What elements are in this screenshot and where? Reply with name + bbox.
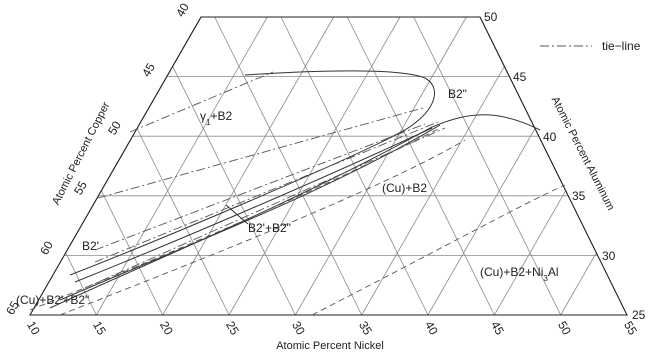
nickel-tick-45: 45 <box>488 319 507 338</box>
grid-line <box>294 16 467 316</box>
aluminum-tick-50: 50 <box>484 10 498 24</box>
copper-tick-45: 45 <box>139 60 158 79</box>
tie-line <box>84 127 446 289</box>
grid-line <box>346 16 495 316</box>
phase-label-b2p-b2pp: B2'+B2" <box>248 221 291 235</box>
aluminum-tick-25: 25 <box>632 308 646 322</box>
copper-tick-55: 55 <box>71 178 90 197</box>
nickel-tick-35: 35 <box>356 319 375 338</box>
nickel-tick-50: 50 <box>555 319 574 338</box>
tie-line-legend-label: tie−line <box>602 39 641 53</box>
right-ticks: 50 45 40 35 30 25 <box>484 10 646 322</box>
tie-line <box>94 123 426 251</box>
dashed-line <box>29 127 441 311</box>
nickel-tick-15: 15 <box>90 319 109 338</box>
grid-line <box>280 16 429 316</box>
aluminum-tick-30: 30 <box>602 249 616 263</box>
tie-line <box>94 121 439 263</box>
phase-label-cu-b2-ni3al: (Cu)+B2+Ni3Al <box>480 265 558 283</box>
nickel-tick-30: 30 <box>289 319 308 338</box>
grid-line <box>427 128 536 316</box>
dashed-boundaries <box>29 127 566 316</box>
dashed-line <box>59 139 466 316</box>
copper-tick-50: 50 <box>105 118 124 137</box>
nickel-axis-title: Atomic Percent Nickel <box>276 340 384 352</box>
nickel-tick-20: 20 <box>157 319 176 338</box>
nickel-tick-10: 10 <box>24 319 43 338</box>
triangle-frame <box>29 16 628 316</box>
phase-label-cu-b2p-b2pp: (Cu)+B2'+B2" <box>16 293 89 307</box>
aluminum-tick-35: 35 <box>572 189 586 203</box>
b2pp-boundary-lower <box>74 127 433 283</box>
grid-line <box>95 16 268 316</box>
phase-label-b2p: B2' <box>82 239 99 253</box>
phase-label-cu-b2: (Cu)+B2 <box>382 181 427 195</box>
phase-boundaries <box>49 70 541 309</box>
nickel-tick-25: 25 <box>223 319 242 338</box>
grid-line <box>65 252 97 316</box>
grid-line <box>172 66 296 316</box>
phase-label-gamma1-b2: γ1+B2 <box>200 109 232 127</box>
b2-boundary-lower <box>59 124 441 301</box>
dashed-line <box>311 184 566 316</box>
tie-lines <box>84 45 592 289</box>
aluminum-tick-45: 45 <box>513 70 527 84</box>
nickel-tick-55: 55 <box>621 319 640 338</box>
b2pp-boundary-upper <box>69 70 435 276</box>
aluminum-tick-40: 40 <box>543 130 557 144</box>
tie-line <box>97 107 424 199</box>
b2p-b2pp-pointer <box>225 204 249 225</box>
grid-line <box>560 252 597 316</box>
phase-label-b2pp: B2" <box>448 87 467 101</box>
copper-tick-60: 60 <box>37 238 56 257</box>
bottom-ticks: 10 15 20 25 30 35 40 45 50 55 <box>24 319 640 338</box>
copper-tick-40: 40 <box>173 0 192 19</box>
grid-line <box>413 16 562 316</box>
grid-line <box>100 190 164 316</box>
grid-line <box>214 16 363 316</box>
left-ticks: 65 60 55 50 45 40 <box>3 0 192 317</box>
grid-line <box>136 128 230 316</box>
copper-tick-65: 65 <box>3 298 22 317</box>
grid-line <box>228 16 401 316</box>
nickel-tick-40: 40 <box>422 319 441 338</box>
tie-line <box>129 71 274 133</box>
grid-line <box>162 16 335 316</box>
